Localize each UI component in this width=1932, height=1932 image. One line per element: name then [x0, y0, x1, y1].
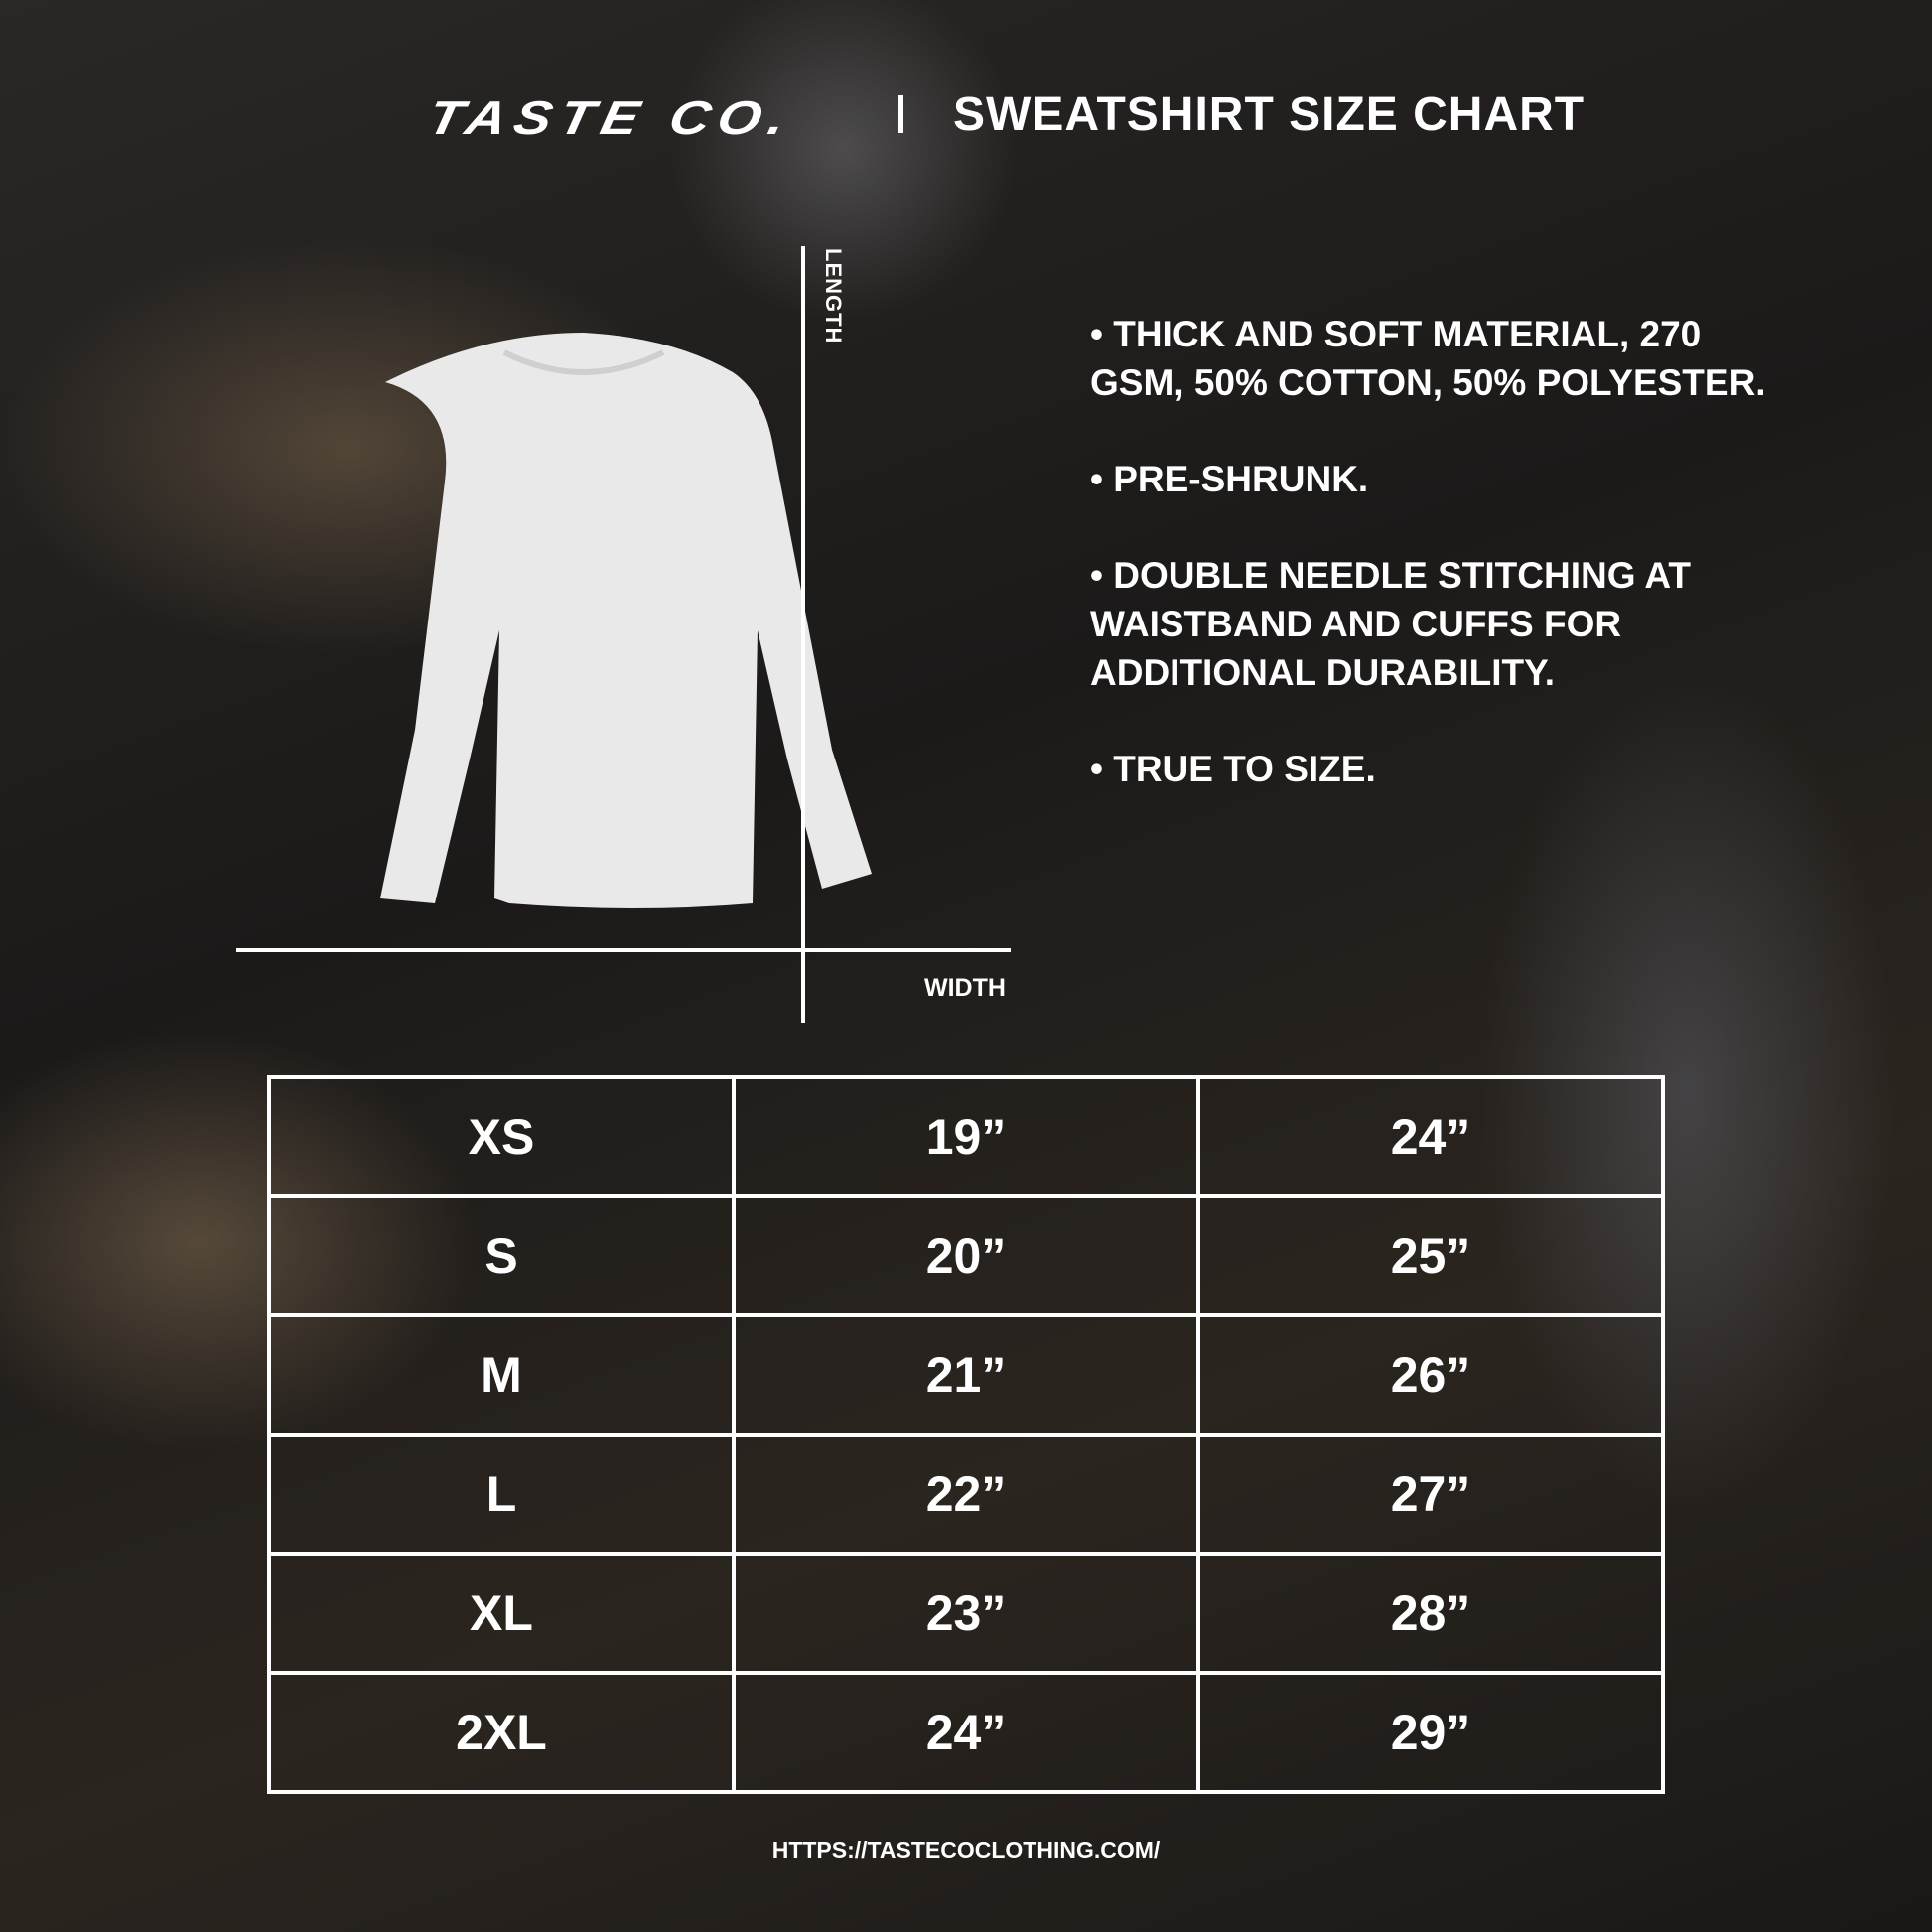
- table-cell: 2XL: [267, 1671, 736, 1794]
- table-cell: 19”: [732, 1075, 1200, 1198]
- table-cell: L: [267, 1433, 736, 1556]
- feature-item: • DOUBLE NEEDLE STITCHING AT WAISTBAND A…: [1090, 555, 1691, 693]
- table-row: 2XL 24” 29”: [267, 1671, 1665, 1794]
- feature-list: • THICK AND SOFT MATERIAL, 270 GSM, 50% …: [1090, 310, 1785, 841]
- table-cell: M: [267, 1313, 736, 1437]
- width-measure-line: [236, 948, 1011, 952]
- table-row: XL 23” 28”: [267, 1552, 1665, 1675]
- brand-logo: TASTE CO.: [423, 90, 799, 145]
- table-cell: 23”: [732, 1552, 1200, 1675]
- table-cell: 29”: [1196, 1671, 1665, 1794]
- table-cell: XL: [267, 1552, 736, 1675]
- sweatshirt-image: [380, 333, 872, 908]
- table-cell: 22”: [732, 1433, 1200, 1556]
- table-cell: S: [267, 1194, 736, 1317]
- table-cell: 24”: [1196, 1075, 1665, 1198]
- table-cell: 26”: [1196, 1313, 1665, 1437]
- table-cell: 25”: [1196, 1194, 1665, 1317]
- table-row: S 20” 25”: [267, 1194, 1665, 1317]
- table-cell: 20”: [732, 1194, 1200, 1317]
- table-cell: 24”: [732, 1671, 1200, 1794]
- table-cell: 28”: [1196, 1552, 1665, 1675]
- width-label: WIDTH: [924, 974, 1006, 1002]
- table-row: L 22” 27”: [267, 1433, 1665, 1556]
- table-cell: 27”: [1196, 1433, 1665, 1556]
- length-measure-line: [801, 246, 805, 1023]
- length-label: LENGTH: [821, 248, 846, 345]
- feature-item: • THICK AND SOFT MATERIAL, 270 GSM, 50% …: [1090, 314, 1766, 403]
- table-cell: XS: [267, 1075, 736, 1198]
- table-cell: 21”: [732, 1313, 1200, 1437]
- page-title: SWEATSHIRT SIZE CHART: [953, 88, 1586, 141]
- feature-item: • PRE-SHRUNK.: [1090, 459, 1369, 499]
- website-link[interactable]: HTTPS://TASTECOCLOTHING.COM/: [771, 1837, 1161, 1863]
- feature-item: • TRUE TO SIZE.: [1090, 749, 1376, 789]
- table-row: M 21” 26”: [267, 1313, 1665, 1437]
- title-divider: [898, 95, 903, 133]
- size-table: XS 19” 24” S 20” 25” M 21” 26” L 22” 27” XL 23” 28” 2XL…: [267, 1075, 1665, 1794]
- table-row: XS 19” 24”: [267, 1075, 1665, 1198]
